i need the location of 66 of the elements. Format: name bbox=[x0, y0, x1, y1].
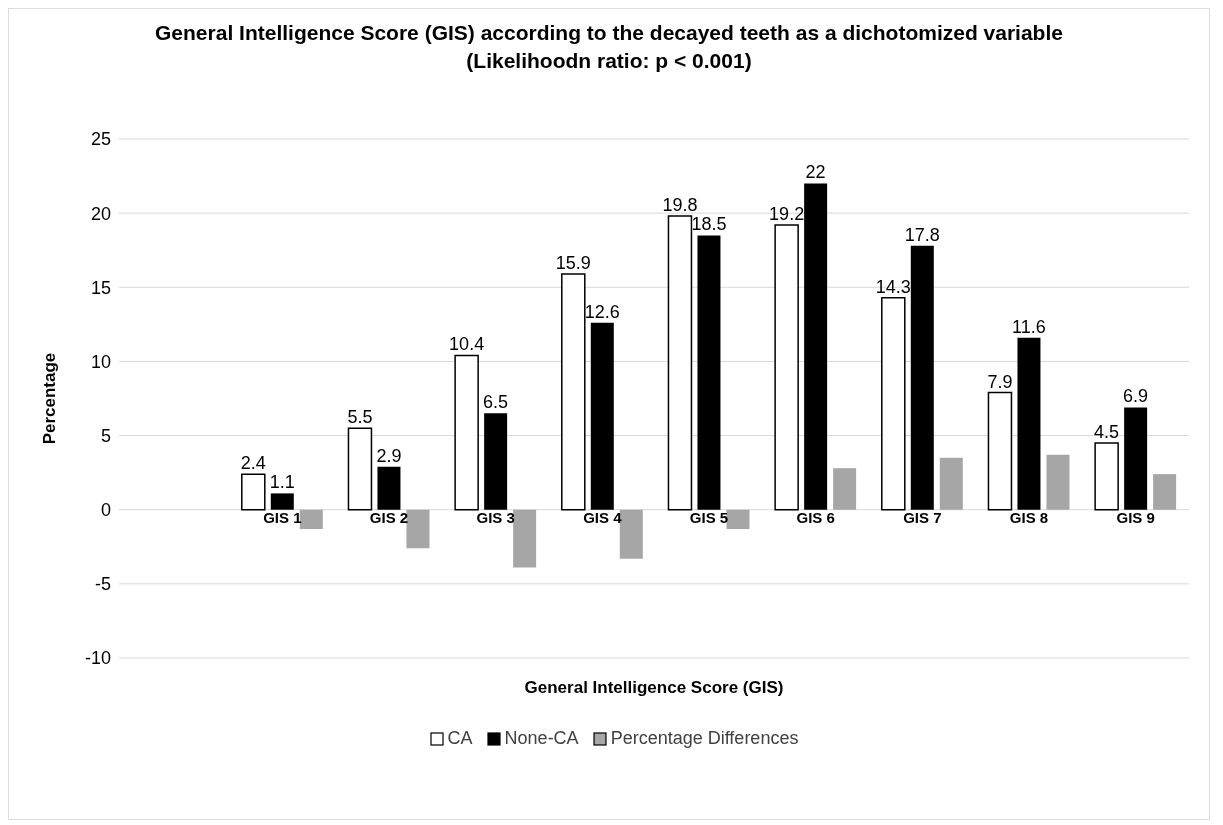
data-label: 19.8 bbox=[662, 195, 698, 216]
bar bbox=[1046, 454, 1070, 510]
y-tick-label: 15 bbox=[90, 277, 111, 298]
data-label: 7.9 bbox=[987, 371, 1013, 392]
data-label: 14.3 bbox=[875, 276, 911, 297]
bar bbox=[241, 473, 266, 511]
bar bbox=[347, 427, 373, 511]
bar bbox=[833, 468, 857, 510]
data-label: 6.5 bbox=[483, 392, 509, 413]
chart-title: General Intelligence Score (GIS) according to the decayed teeth as a dichotomized variable (Likelihoodn ratio: p < 0.001) bbox=[154, 20, 1064, 74]
x-tick-label: GIS 9 bbox=[1116, 509, 1155, 527]
data-label: 6.9 bbox=[1123, 386, 1149, 407]
x-tick-label: GIS 5 bbox=[689, 509, 729, 527]
data-label: 2.9 bbox=[376, 445, 402, 466]
x-tick-label: GIS 6 bbox=[796, 509, 835, 527]
data-label: 11.6 bbox=[1012, 316, 1046, 337]
bar bbox=[1094, 442, 1119, 511]
data-label: 18.5 bbox=[691, 214, 727, 235]
bar bbox=[513, 509, 537, 568]
y-tick-label: 25 bbox=[90, 129, 111, 150]
x-axis-title: General Intelligence Score (GIS) bbox=[524, 678, 784, 697]
x-tick-label: GIS 2 bbox=[369, 509, 409, 527]
legend-label: Percentage Differences bbox=[610, 728, 799, 749]
y-tick-label: -5 bbox=[94, 574, 111, 595]
legend-label: CA bbox=[447, 728, 473, 749]
bar bbox=[804, 183, 828, 510]
bar bbox=[561, 273, 586, 511]
data-label: 19.2 bbox=[769, 204, 805, 225]
data-label: 10.4 bbox=[449, 334, 485, 355]
legend-label: None-CA bbox=[504, 728, 579, 749]
y-tick-label: -10 bbox=[84, 648, 111, 669]
data-label: 4.5 bbox=[1094, 421, 1120, 442]
bar bbox=[484, 413, 508, 510]
bar bbox=[377, 466, 401, 510]
bar bbox=[1153, 474, 1177, 510]
bar bbox=[987, 391, 1013, 511]
x-tick-label: GIS 3 bbox=[476, 509, 515, 527]
data-label: 12.6 bbox=[584, 301, 620, 322]
data-label: 17.8 bbox=[904, 224, 940, 245]
bar bbox=[774, 224, 799, 511]
bar bbox=[406, 509, 430, 549]
bar bbox=[667, 215, 693, 511]
data-label: 5.5 bbox=[347, 407, 373, 428]
bar bbox=[454, 354, 479, 511]
bar bbox=[1124, 407, 1148, 510]
y-tick-label: 5 bbox=[100, 425, 111, 446]
bar bbox=[939, 457, 963, 510]
x-tick-label: GIS 7 bbox=[903, 509, 942, 527]
data-label: 2.4 bbox=[240, 453, 266, 474]
y-axis-title: Percentage bbox=[40, 352, 60, 445]
data-label: 22 bbox=[805, 162, 826, 183]
bar bbox=[270, 493, 294, 510]
data-label: 15.9 bbox=[555, 252, 591, 273]
y-tick-label: 10 bbox=[90, 351, 111, 372]
data-label: 1.1 bbox=[269, 472, 295, 493]
bar bbox=[1017, 337, 1041, 510]
x-tick-label: GIS 4 bbox=[583, 509, 623, 527]
bar bbox=[881, 296, 906, 511]
y-tick-label: 20 bbox=[90, 203, 111, 224]
bar bbox=[726, 509, 750, 529]
bar bbox=[910, 245, 934, 510]
x-tick-label: GIS 8 bbox=[1009, 509, 1049, 527]
y-tick-label: 0 bbox=[100, 500, 111, 521]
bar bbox=[697, 235, 721, 510]
x-tick-label: GIS 1 bbox=[263, 509, 302, 527]
bar bbox=[590, 322, 614, 510]
